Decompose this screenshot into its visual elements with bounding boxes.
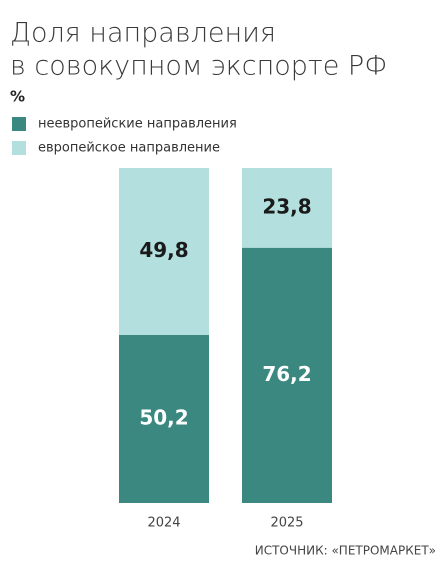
legend-swatch <box>12 117 26 131</box>
x-tick-label: 2025 <box>270 516 303 531</box>
x-tick-label: 2024 <box>147 516 180 531</box>
legend-label: неевропейские направления <box>38 117 237 132</box>
source: ИСТОЧНИК: «ПЕТРОМАРКЕТ» <box>255 544 436 558</box>
bar-segment <box>119 334 209 503</box>
value-label: 76,2 <box>262 362 311 386</box>
value-label: 50,2 <box>139 405 188 429</box>
legend-swatch <box>12 141 26 155</box>
legend-label: европейское направление <box>38 141 220 156</box>
value-label: 23,8 <box>262 194 311 218</box>
chart-title: в совокупном экспорте РФ <box>10 51 387 82</box>
bar-segment <box>242 168 332 248</box>
bar-segment <box>242 247 332 503</box>
chart-title: Доля направления <box>10 18 276 49</box>
unit-label: % <box>10 88 25 106</box>
value-label: 49,8 <box>139 238 188 262</box>
bar-segment <box>119 168 209 335</box>
